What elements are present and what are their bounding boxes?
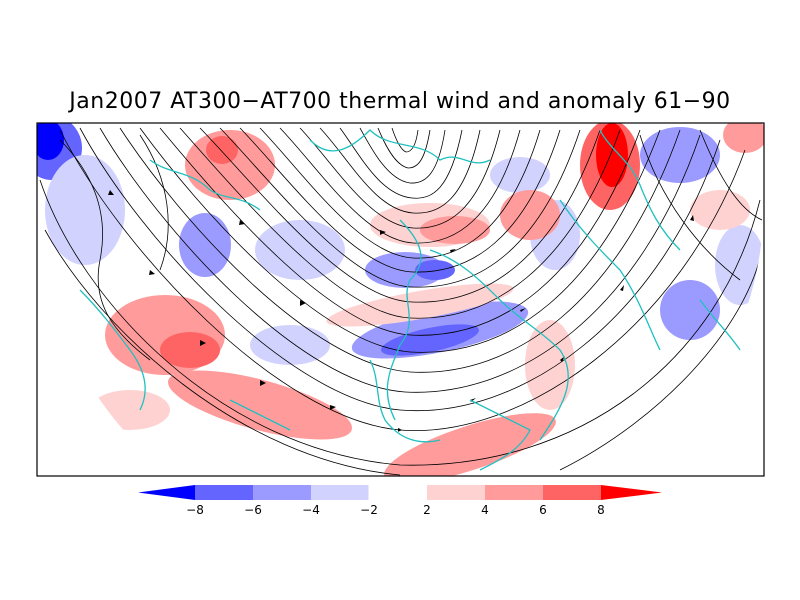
coastlines [79,129,741,471]
colorbar-tick-label: −6 [244,503,262,517]
colorbar-arrow-high [601,485,662,500]
colorbar-tick-label: 2 [423,503,431,517]
colorbar-tick-label: 8 [597,503,605,517]
colorbar-swatch [195,485,253,500]
colorbar-swatch [543,485,601,500]
colorbar-swatch [427,485,485,500]
colorbar: −8 −6 −4 −2 2 4 6 8 [138,484,662,517]
colorbar-tick-label: 6 [539,503,547,517]
colorbar-swatch [368,484,428,501]
colorbar-tick-label: −8 [186,503,204,517]
streamline-arrows [108,190,694,410]
colorbar-tick-label: 4 [481,503,489,517]
map-title: Jan2007 AT300−AT700 thermal wind and ano… [69,89,731,114]
map-frame [36,122,765,477]
colorbar-tick-label: −2 [360,503,378,517]
colorbar-swatch [485,485,543,500]
colorbar-swatch [253,485,311,500]
anomaly-shading [37,123,764,476]
colorbar-swatch [311,485,369,500]
streamlines [39,127,763,476]
colorbar-arrow-low [138,485,195,500]
colorbar-tick-label: −4 [302,503,320,517]
